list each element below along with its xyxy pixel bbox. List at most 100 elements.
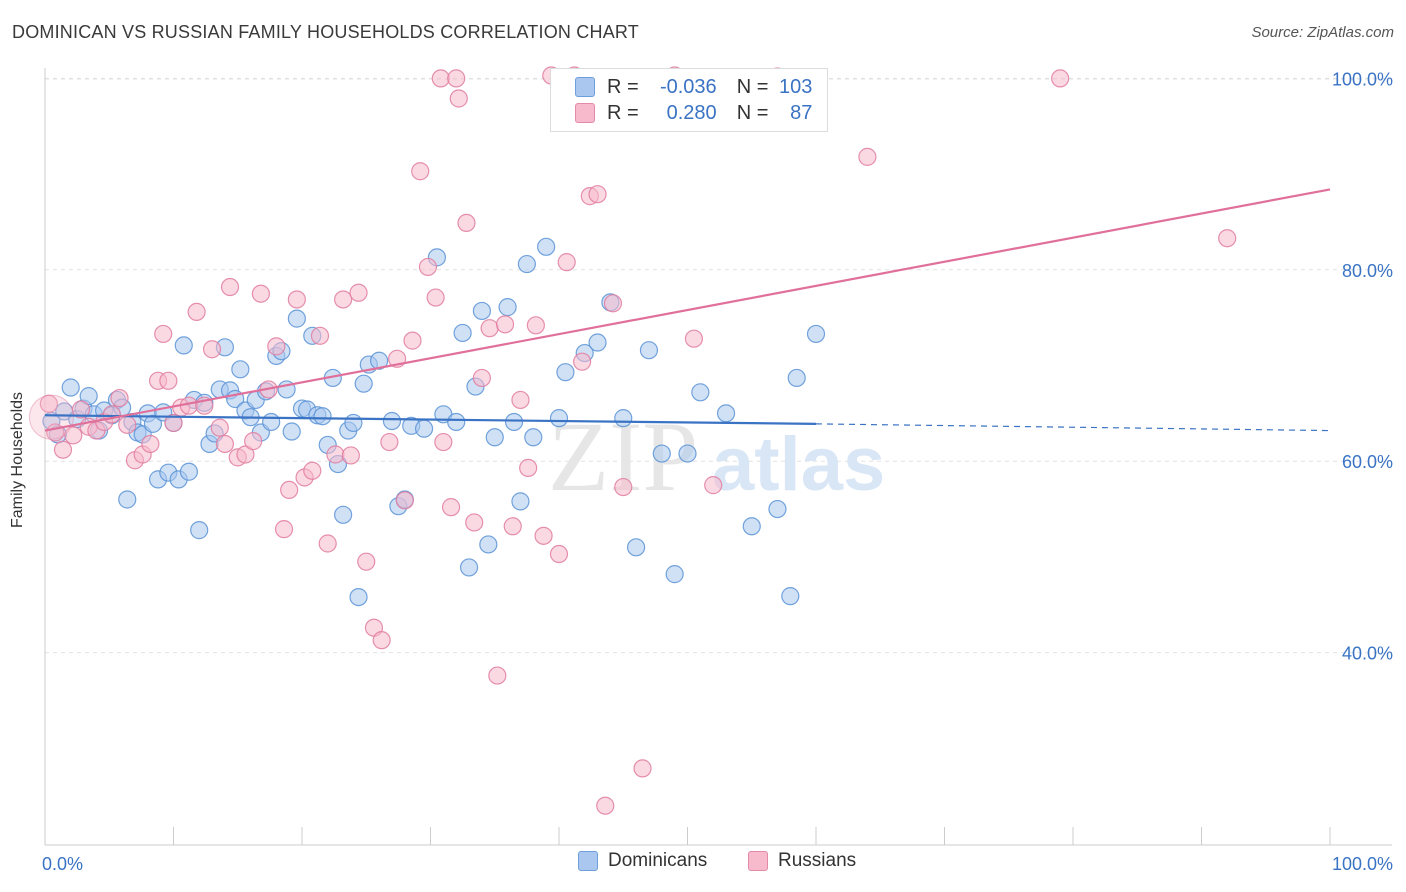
point-dominicans [453,323,472,343]
point-dominicans [517,254,536,274]
point-russians [303,461,322,480]
point-russians [431,69,450,88]
point-dominicans [459,558,479,577]
point-dominicans [174,336,193,355]
y-tick-label: 40.0% [1342,644,1393,664]
stats-legend: R = -0.036 N = 103 R = 0.280 N = 87 [550,68,828,132]
series-legend-dominicans[interactable]: Dominicans [578,850,707,872]
point-russians [534,526,553,545]
legend-n-label: N = [736,75,769,98]
point-dominicans [472,301,491,321]
point-russians [202,340,222,359]
series-swatch-russians [748,851,768,871]
point-dominicans [588,333,607,352]
point-dominicans [768,499,787,519]
point-dominicans [549,409,569,428]
point-russians [310,326,330,345]
point-russians [503,517,522,536]
point-russians [603,294,623,313]
point-russians [334,290,353,309]
x-tick-label: 100.0% [1332,854,1393,874]
point-russians [519,458,538,477]
point-russians [110,388,129,408]
legend-r-value: -0.036 [659,75,717,98]
point-russians [588,185,607,204]
watermark: ZIP atlas [548,401,885,512]
legend-swatch-russians [575,103,595,123]
point-dominicans [678,444,697,463]
point-dominicans [742,517,761,536]
point-russians [704,476,723,495]
point-russians [236,445,255,464]
point-russians [287,290,306,309]
series-label-russians: Russians [778,850,857,871]
point-russians [426,288,445,307]
point-russians [457,213,476,233]
point-russians [274,520,294,539]
point-russians [480,319,499,338]
point-russians [215,434,234,454]
tick-labels: 40.0% 60.0% 80.0% 100.0% 0.0% 100.0% [42,69,1393,874]
point-russians [341,446,360,465]
point-dominicans [691,383,710,402]
point-dominicans [479,535,498,554]
series-legend-russians[interactable]: Russians [748,850,856,872]
trend-line-dominicans [44,414,817,425]
y-tick-label: 60.0% [1342,452,1393,472]
point-russians [357,552,376,571]
watermark-atlas: atlas [712,422,885,507]
point-russians [164,413,183,433]
point-russians [395,491,414,510]
point-dominicans [781,587,800,606]
point-russians [280,480,299,500]
point-russians [318,534,337,553]
point-russians [633,759,652,778]
point-russians [403,331,422,350]
point-russians [141,434,160,454]
point-russians [372,631,391,650]
point-russians [159,371,178,390]
point-russians [465,513,484,532]
legend-r-label: R = [607,75,639,98]
point-dominicans [537,237,556,256]
point-russians [1051,69,1070,88]
point-dominicans [118,490,137,509]
legend-r-value: 0.280 [666,101,717,124]
legend-n-label: N = [736,101,769,124]
point-russians [210,418,229,437]
point-russians [858,147,877,166]
point-dominicans [61,378,80,397]
point-russians [326,445,345,464]
point-dominicans [639,341,659,360]
source-credit: Source: ZipAtlas.com [1251,24,1394,41]
point-dominicans [382,411,402,431]
legend-r-label: R = [607,101,639,124]
trend-line-russians [44,188,1331,432]
legend-n-value: 103 [779,75,813,98]
point-dominicans [556,363,575,382]
point-russians [267,337,286,356]
point-dominicans [806,324,826,344]
point-dominicans [190,521,209,540]
point-russians [244,432,263,451]
point-russians [187,302,206,322]
y-tick-label: 80.0% [1342,261,1393,281]
data-points [28,66,1237,815]
trend-lines [44,188,1331,432]
point-russians [441,498,461,517]
point-russians [449,89,468,108]
y-tick-label: 100.0% [1332,69,1393,89]
chart-title: DOMINICAN VS RUSSIAN FAMILY HOUSEHOLDS C… [12,22,639,42]
point-russians [418,257,438,277]
legend-swatch-dominicans [575,77,595,97]
point-dominicans [626,538,646,557]
trend-line-extension-dominicans [815,423,1331,432]
point-dominicans [79,387,98,406]
point-russians [1218,229,1237,248]
point-dominicans [313,407,332,426]
point-dominicans [511,492,530,511]
point-dominicans [787,368,806,388]
point-russians [614,477,633,497]
point-russians [349,283,368,302]
